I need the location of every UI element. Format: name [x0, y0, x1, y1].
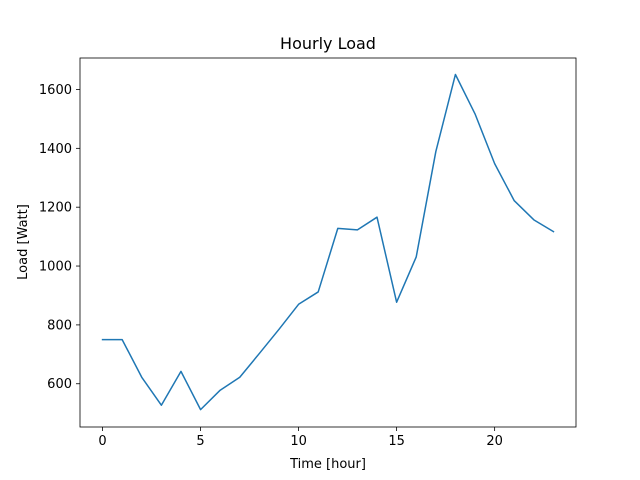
x-tick-label: 0: [98, 434, 106, 449]
y-tick-label: 1400: [39, 142, 72, 157]
plot-area: 0 5 10 15 20 600 800 1000 1200 1400 1600: [39, 57, 577, 449]
x-tick-label: 15: [388, 434, 405, 449]
y-tick-label: 1600: [39, 83, 72, 98]
x-tick-label: 5: [196, 434, 204, 449]
y-tick-label: 600: [47, 377, 72, 392]
y-tick-label: 1200: [39, 201, 72, 216]
x-axis-label: Time [hour]: [289, 457, 366, 472]
y-tick-label: 1000: [39, 260, 72, 275]
y-tick-label: 800: [47, 318, 72, 333]
series-line: [101, 73, 555, 411]
x-tick-label: 20: [486, 434, 503, 449]
chart-title: Hourly Load: [280, 34, 376, 53]
y-axis-label: Load [Watt]: [16, 204, 31, 280]
plot-frame: [79, 57, 577, 428]
x-tick-label: 10: [290, 434, 307, 449]
